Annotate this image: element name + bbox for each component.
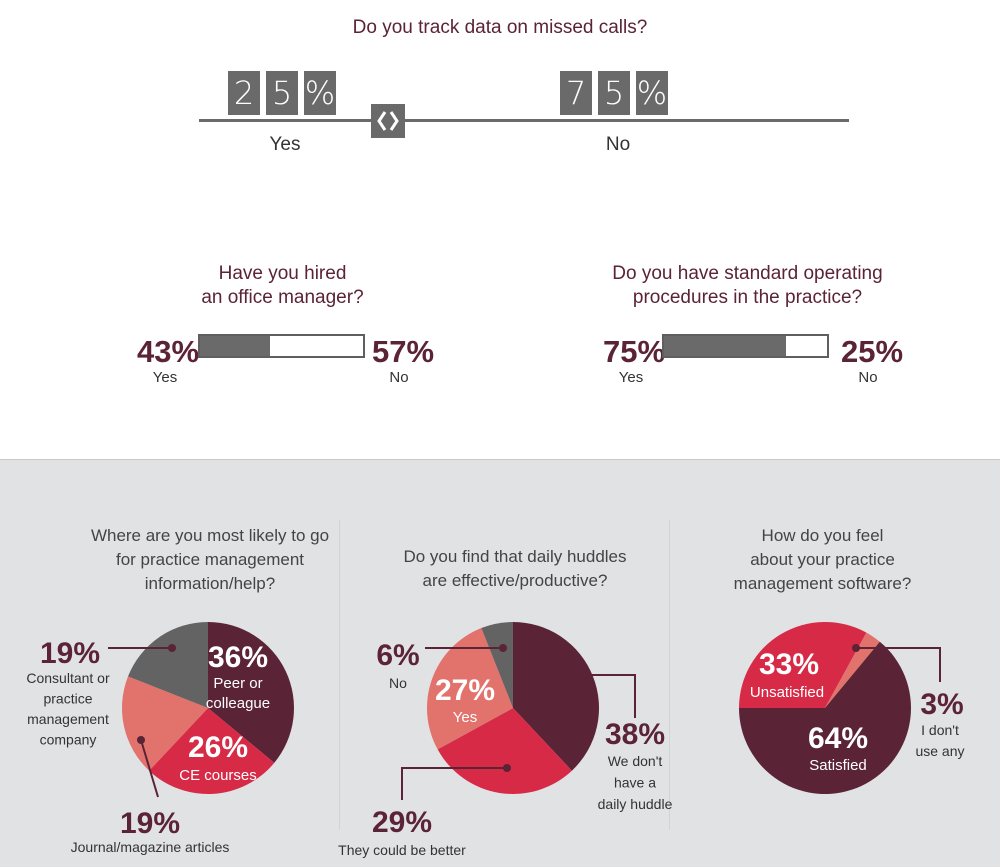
pie1-pct-3: 19%: [120, 807, 180, 840]
pie3-slice-3: [739, 641, 912, 795]
yes-digit-2: 5: [266, 71, 298, 115]
pie2-question: Do you find that daily huddles are effec…: [375, 545, 655, 593]
pie1-dot-3: [137, 736, 145, 744]
pie1-label-3-line-1: Journal/magazine articles: [71, 839, 230, 855]
yes-digit-1: 2: [228, 71, 260, 115]
sop-no-label: No: [858, 369, 878, 386]
yes-digit-3: %: [304, 71, 336, 115]
no-digit-3: %: [636, 71, 668, 115]
sop-yes-label: Yes: [618, 369, 644, 386]
pie3-question: How do you feel about your practice mana…: [690, 524, 955, 596]
office-manager-yes-pct: 43%: [137, 334, 200, 369]
pie3-question-line1: How do you feel: [761, 526, 884, 545]
pie2-leader-1: [549, 674, 636, 718]
pie3-label-1-line-1: Satisfied: [809, 757, 867, 774]
pie1-slice-4: [128, 622, 208, 708]
pie1-question: Where are you most likely to go for prac…: [70, 524, 350, 596]
sop-question-line1: Do you have standard operating: [612, 263, 883, 284]
sop-question: Do you have standard operating procedure…: [595, 262, 900, 310]
pie2-label-3-line-1: Yes: [453, 709, 477, 726]
pie2-question-line2: are effective/productive?: [422, 571, 608, 590]
pie1-label-4-line-4: company: [40, 732, 97, 748]
missed-calls-yes-label: Yes: [269, 134, 301, 155]
slider-track: [199, 119, 849, 122]
pie1-label-2-line-1: CE courses: [179, 767, 257, 784]
pie3-label-3-line-2: use any: [915, 743, 964, 759]
missed-calls-no-label: No: [605, 134, 631, 155]
pie2-dot-4: [499, 644, 507, 652]
pie1-label-4-line-3: management: [27, 711, 109, 727]
pie3-slice-1: [739, 622, 867, 708]
pie1-pct-1: 36%: [208, 641, 268, 674]
pie1-slice-1: [208, 622, 294, 763]
no-digit-1: 7: [560, 71, 592, 115]
office-manager-question-line1: Have you hired: [218, 263, 347, 284]
pie2-label-1-line-3: daily huddle: [598, 796, 673, 812]
sop-bar-fill: [664, 336, 787, 356]
pie2-pct-4: 6%: [376, 639, 419, 672]
pie2-leader-2: [401, 767, 507, 800]
pie1-label-1-line-2: colleague: [206, 695, 270, 712]
pie1-pct-4: 19%: [40, 637, 100, 670]
pie1-label-4-line-2: practice: [43, 691, 92, 707]
pie1-question-line1: Where are you most likely to go: [90, 526, 330, 545]
pie2-slice-4: [481, 622, 513, 708]
pie2-label-2-line-1: They could be better: [338, 842, 466, 858]
panel-divider-1: [339, 520, 340, 830]
pie2-label-4-line-1: No: [389, 675, 407, 691]
pie2-slice-2: [437, 708, 572, 794]
office-manager-no-pct: 57%: [372, 334, 435, 369]
office-manager-yes-label: Yes: [152, 369, 178, 386]
sop-yes-pct: 75%: [603, 334, 666, 369]
pie3-dot-3: [852, 644, 860, 652]
sop-bar: [662, 334, 829, 358]
pie2-pct-3: 27%: [435, 674, 495, 707]
pie3-label-2-line-1: Unsatisfied: [750, 684, 824, 701]
sop-question-line2: procedures in the practice?: [632, 287, 863, 308]
pie3-leader-3: [856, 647, 941, 682]
pie3-pct-1: 64%: [808, 722, 868, 755]
pie1-dot-4: [168, 644, 176, 652]
missed-calls-question: Do you track data on missed calls?: [352, 17, 648, 38]
pie2-question-line1: Do you find that daily huddles: [403, 547, 627, 566]
pie1-slice-2: [149, 708, 275, 794]
pie2-pct-2: 29%: [372, 806, 432, 839]
pie1-question-line3: information/help?: [144, 574, 276, 593]
pie2-label-1-line-2: have a: [614, 775, 656, 791]
pie3-question-line3: management software?: [733, 574, 912, 593]
slider-handle[interactable]: [371, 104, 405, 138]
chevron-left-right-icon: [377, 111, 399, 131]
pie2-slice-1: [513, 622, 599, 771]
office-manager-question-line2: an office manager?: [201, 287, 364, 308]
pie1-question-line2: for practice management: [115, 550, 305, 569]
pie1-pct-2: 26%: [188, 731, 248, 764]
office-manager-bar: [198, 334, 365, 358]
pie2-slice-3: [427, 628, 513, 750]
pie2-label-1-line-1: We don't: [608, 753, 663, 769]
pie3-pct-2: 33%: [759, 648, 819, 681]
pie1-label-1-line-1: Peer or: [213, 675, 262, 692]
pie3-pct-3: 3%: [920, 688, 963, 721]
sop-no-pct: 25%: [841, 334, 904, 369]
office-manager-no-label: No: [389, 369, 409, 386]
pie2-pct-1: 38%: [605, 718, 665, 751]
panel-divider-2: [669, 520, 670, 830]
pie2-dot-1: [545, 671, 553, 679]
no-digit-2: 5: [598, 71, 630, 115]
pie3-question-line2: about your practice: [750, 550, 895, 569]
office-manager-bar-fill: [200, 336, 271, 356]
pie1-leader-3: [140, 739, 159, 798]
office-manager-question: Have you hired an office manager?: [150, 262, 415, 310]
pie2-dot-2: [503, 764, 511, 772]
pie3-slice-2: [825, 632, 880, 708]
pie3-label-3-line-1: I don't: [921, 722, 959, 738]
pie1-label-4-line-1: Consultant or: [26, 670, 110, 686]
